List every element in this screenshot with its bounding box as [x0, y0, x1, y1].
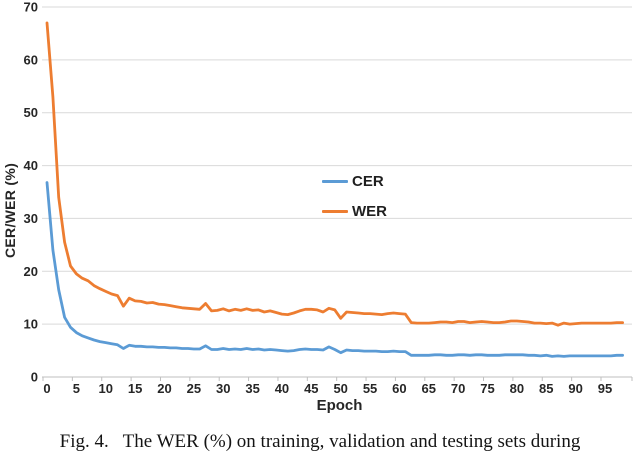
- line-chart: 0 5 10 15 20 25 30 35 40 45 50 55 60 65 70 75 80 85 90 95 0 1…: [24, 0, 633, 396]
- x-tick-label: 5: [73, 381, 80, 396]
- x-tick-label: 70: [451, 381, 465, 396]
- x-tick-label: 95: [598, 381, 612, 396]
- x-tick-label: 75: [480, 381, 494, 396]
- cer-line-swatch: [322, 179, 348, 183]
- x-tick-label: 60: [392, 381, 406, 396]
- x-tick-label: 30: [216, 381, 230, 396]
- x-tick-label: 90: [568, 381, 582, 396]
- legend-item-cer: CER: [322, 166, 387, 196]
- legend-item-wer: WER: [322, 196, 387, 226]
- y-tick-label: 40: [24, 158, 38, 173]
- x-axis-title: Epoch: [316, 397, 363, 414]
- legend-label-wer: WER: [352, 202, 387, 220]
- cer-series-line: [45, 181, 624, 358]
- legend: CER WER: [322, 166, 387, 226]
- wer-line-swatch: [322, 209, 348, 213]
- x-tick-label: 35: [245, 381, 259, 396]
- x-tick-label: 10: [99, 381, 113, 396]
- legend-label-cer: CER: [352, 172, 384, 190]
- y-tick-label: 10: [24, 317, 38, 332]
- chart-area: 0 5 10 15 20 25 30 35 40 45 50 55 60 65 70 75 80 85 90 95 0 1…: [2, 0, 633, 414]
- y-axis-title: CER/WER (%): [2, 162, 18, 259]
- x-tick-label: 45: [304, 381, 318, 396]
- x-tick-label: 55: [363, 381, 377, 396]
- x-tick-label: 15: [128, 381, 142, 396]
- y-tick-label: 50: [24, 105, 38, 120]
- x-tick-label: 50: [333, 381, 347, 396]
- x-tick-label: 0: [43, 381, 50, 396]
- y-tick-label: 70: [24, 0, 38, 15]
- y-tick-label: 60: [24, 52, 38, 67]
- y-tick-label: 20: [24, 264, 38, 279]
- wer-series-line: [45, 21, 624, 327]
- x-tick-label: 80: [510, 381, 524, 396]
- x-tick-label: 40: [275, 381, 289, 396]
- x-tick-label: 20: [157, 381, 171, 396]
- y-tick-label: 30: [24, 211, 38, 226]
- y-tick-label: 0: [31, 370, 38, 385]
- x-tick-label: 25: [187, 381, 201, 396]
- x-tick-label: 65: [422, 381, 436, 396]
- x-tick-label: 85: [539, 381, 553, 396]
- figure-caption: Fig. 4. The WER (%) on training, validat…: [59, 431, 581, 452]
